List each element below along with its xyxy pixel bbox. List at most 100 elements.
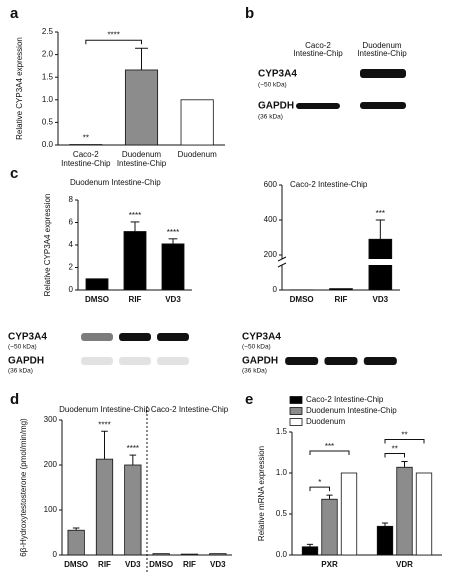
x-tick-label: VD3 [373, 295, 389, 304]
x-tick-label-line: Intestine-Chip [117, 159, 167, 168]
significance-label: **** [107, 30, 119, 39]
bar [124, 69, 159, 146]
x-tick-label: PXR [321, 560, 338, 569]
panel-letter: e [245, 391, 253, 408]
bar [161, 243, 185, 291]
y-tick-label: 1.0 [276, 468, 288, 477]
column-label-line: Duodenum [362, 41, 401, 50]
panel-letter: c [10, 165, 18, 182]
significance-bracket [309, 450, 350, 455]
error-bar [375, 219, 385, 240]
x-tick-label: RIF [98, 560, 111, 569]
x-tick-label-line: Caco-2 [73, 150, 99, 159]
x-tick-label: VD3 [210, 560, 226, 569]
error-bar [72, 527, 80, 531]
legend-swatch [289, 396, 303, 404]
error-bar [129, 454, 137, 465]
y-tick-label: 2 [69, 263, 74, 272]
blot-band [119, 333, 151, 341]
y-tick-label: 8 [69, 195, 74, 204]
y-tick-label: 600 [264, 180, 278, 189]
blot-band [157, 357, 189, 365]
group-title: Duodenum Intestine-Chip [59, 405, 150, 414]
break-mark [277, 262, 287, 268]
column-label-line: Intestine-Chip [357, 49, 407, 58]
legend-label: Caco-2 Intestine-Chip [306, 395, 384, 404]
blot-band [81, 333, 113, 341]
y-tick-label: 6 [69, 218, 74, 227]
bar [376, 525, 394, 556]
x-tick-label-line: Duodenum [122, 150, 161, 159]
blot-band [360, 69, 406, 78]
blot-band [157, 333, 189, 341]
column-label-line: Intestine-Chip [293, 49, 343, 58]
y-tick-label: 0 [273, 285, 278, 294]
blot-size: (36 kDa) [258, 114, 283, 121]
x-tick-label: DMSO [85, 295, 109, 304]
blot-size: (~50 kDa) [242, 344, 271, 351]
y-tick-label: 200 [44, 460, 58, 469]
chart-title: Duodenum Intestine-Chip [70, 178, 161, 187]
blot-label: CYP3A4 [8, 332, 47, 343]
bar [123, 231, 147, 291]
y-tick-label: 0.0 [276, 550, 288, 559]
legend-swatch [289, 407, 303, 415]
column-label-line: Caco-2 [305, 41, 331, 50]
bar [329, 288, 353, 291]
bar [321, 498, 338, 556]
bar [67, 529, 85, 556]
significance-bracket [384, 439, 425, 444]
panel-letter: b [245, 5, 254, 22]
x-tick-label: DMSO [149, 560, 173, 569]
x-tick-label: RIF [335, 295, 348, 304]
y-tick-label: 1.5 [42, 72, 54, 81]
chart-title: Caco-2 Intestine-Chip [290, 180, 368, 189]
bar [124, 464, 142, 556]
error-bar [326, 494, 333, 500]
significance-label: *** [325, 442, 334, 451]
significance-label: * [318, 478, 321, 487]
blot-band [81, 357, 113, 365]
blot-band [324, 357, 358, 365]
legend-label: Duodenum Intestine-Chip [306, 406, 397, 415]
y-tick-label: 0 [69, 285, 74, 294]
y-tick-label: 1.5 [276, 427, 288, 436]
bar [180, 553, 199, 556]
y-tick-label: 300 [44, 415, 58, 424]
y-tick-label: 200 [264, 250, 278, 259]
break-mark [277, 256, 287, 262]
y-tick-label: 2.5 [42, 27, 54, 36]
significance-label: *** [376, 209, 385, 218]
axis-break [278, 259, 400, 265]
significance-label: ** [392, 445, 398, 454]
x-tick-label: DMSO [290, 295, 314, 304]
significance-label: ** [83, 134, 89, 143]
y-tick-label: 0.0 [42, 140, 54, 149]
blot-band [360, 102, 406, 109]
error-bar [401, 461, 408, 468]
significance-bracket [85, 39, 142, 45]
significance-label: **** [129, 211, 141, 220]
blot-size: (~50 kDa) [258, 82, 287, 89]
x-tick-label-line: Intestine-Chip [61, 159, 111, 168]
significance-label: ** [401, 431, 407, 440]
x-tick-label: Caco-2 Intestine-Chip [61, 150, 111, 168]
error-bar [135, 47, 148, 70]
blot-size: (36 kDa) [8, 368, 33, 375]
bar [415, 472, 433, 556]
x-tick-label-line: Duodenum [178, 150, 217, 159]
column-label: Caco-2 Intestine-Chip [293, 41, 343, 58]
blot-label: CYP3A4 [258, 69, 297, 80]
error-bar [306, 543, 314, 547]
blot-label: GAPDH [8, 356, 44, 367]
x-tick-label: Duodenum Intestine-Chip [117, 150, 167, 168]
error-bar [130, 221, 140, 232]
panel-letter: d [10, 391, 19, 408]
bar [152, 553, 170, 556]
error-bar [101, 430, 108, 460]
blot-size: (~50 kDa) [8, 344, 37, 351]
x-tick-label: RIF [129, 295, 142, 304]
blot-label: CYP3A4 [242, 332, 281, 343]
x-tick-label: VD3 [125, 560, 141, 569]
